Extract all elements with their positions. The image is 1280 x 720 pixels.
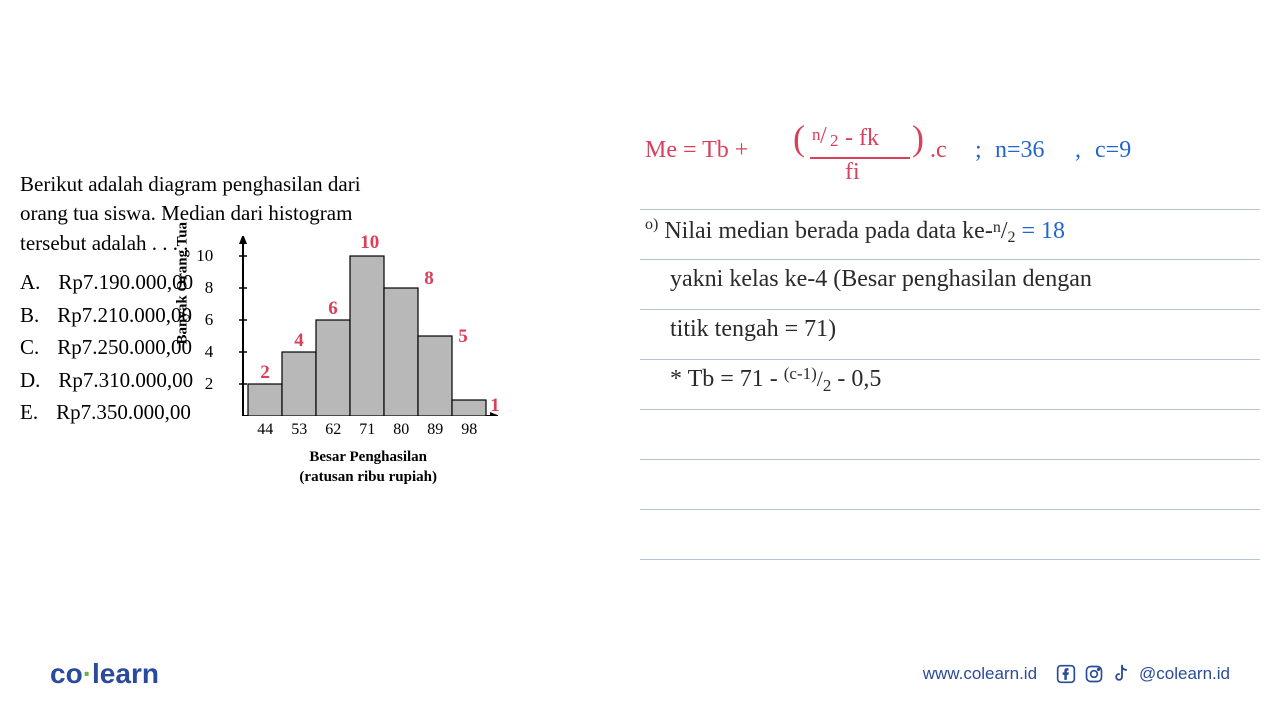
x-tick-label: 44 [257,421,273,439]
y-tick-label: 8 [205,278,214,298]
median-formula: Me = Tb + ( n / 2 - fk fi ) .c ; n=36 , … [645,125,1265,205]
histogram-bar [248,384,282,416]
option-c: C.Rp7.250.000,00 [20,331,193,364]
social-icons: @colearn.id [1055,663,1230,685]
bar-value-annotation: 6 [328,298,338,320]
colearn-logo: co·learn [50,658,159,690]
tiktok-icon [1111,663,1133,685]
bar-value-annotation: 5 [458,326,468,348]
handwritten-notes: Me = Tb + ( n / 2 - fk fi ) .c ; n=36 , … [640,130,1260,560]
note-line-4: titik tengah = 71) [670,316,836,343]
x-tick-label: 89 [427,421,443,439]
histogram-bar [384,288,418,416]
bar-value-annotation: 8 [424,268,434,290]
histogram-bar [316,320,350,416]
bar-value-annotation: 1 [490,395,500,417]
footer-right: www.colearn.id @colearn.id [923,663,1230,685]
y-tick-label: 10 [196,246,213,266]
bar-value-annotation: 2 [260,362,270,384]
instagram-icon [1083,663,1105,685]
x-axis-label: Besar Penghasilan (ratusan ribu rupiah) [248,448,488,487]
note-line-2: o) Nilai median berada pada data ke-n/2 … [645,216,1065,245]
histogram-chart: Banyak Orang Tua 246810 44536271808998 B… [203,236,513,486]
x-tick-label: 71 [359,421,375,439]
x-tick-label: 53 [291,421,307,439]
footer-handle: @colearn.id [1139,664,1230,684]
histogram-bar [418,336,452,416]
question-line-1: Berikut adalah diagram penghasilan dari [20,172,361,196]
histogram-bar [350,256,384,416]
y-axis-label: Banyak Orang Tua [175,222,192,345]
histogram-bar [452,400,486,416]
x-tick-label: 80 [393,421,409,439]
x-tick-label: 98 [461,421,477,439]
bar-value-annotation: 4 [294,330,304,352]
bar-value-annotation: 10 [360,232,379,254]
option-e: E.Rp7.350.000,00 [20,396,193,429]
option-a: A.Rp7.190.000,00 [20,266,193,299]
x-tick-label: 62 [325,421,341,439]
arrow-up [239,236,247,244]
note-line-5: * Tb = 71 - (c-1)/2 - 0,5 [670,366,881,393]
y-tick-label: 4 [205,342,214,362]
option-d: D.Rp7.310.000,00 [20,364,193,397]
facebook-icon [1055,663,1077,685]
question-panel: Berikut adalah diagram penghasilan dari … [20,170,600,486]
option-b: B.Rp7.210.000,00 [20,299,193,332]
footer-url: www.colearn.id [923,664,1037,684]
question-line-3: tersebut adalah . . . . [20,231,189,255]
options-list: A.Rp7.190.000,00 B.Rp7.210.000,00 C.Rp7.… [20,266,193,486]
y-tick-label: 2 [205,374,214,394]
footer: co·learn www.colearn.id @colearn.id [0,658,1280,690]
histogram-bar [282,352,316,416]
y-tick-label: 6 [205,310,214,330]
note-line-3: yakni kelas ke-4 (Besar penghasilan deng… [670,266,1092,293]
